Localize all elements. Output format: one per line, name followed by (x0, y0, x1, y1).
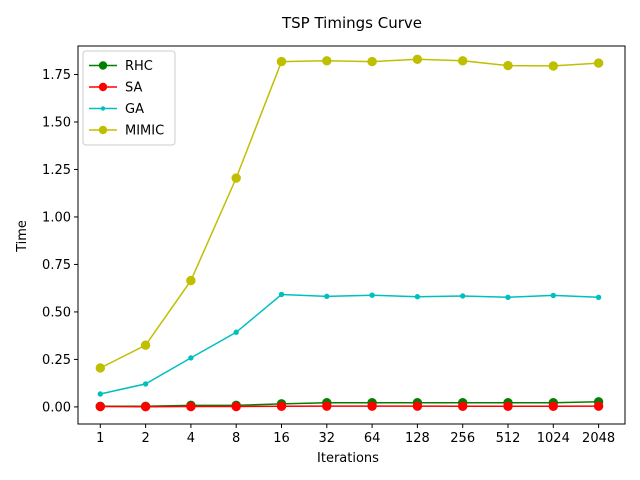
data-point-sa (322, 401, 332, 411)
data-point-ga (550, 292, 556, 299)
data-point-ga (188, 355, 194, 361)
data-point-mimic (503, 60, 513, 71)
y-axis: 0.00 0.25 0.50 0.75 1.00 1.25 1.50 1.75 (42, 68, 78, 415)
data-point-mimic (593, 58, 604, 68)
legend-swatch-marker (100, 106, 106, 111)
data-point-sa (458, 401, 468, 412)
data-point-ga (460, 293, 466, 299)
data-point-sa (186, 401, 196, 412)
y-tick-label: 1.75 (42, 68, 71, 83)
data-point-sa (412, 401, 423, 411)
x-tick-label: 4 (187, 431, 195, 446)
data-point-mimic (367, 56, 377, 67)
legend-swatch-marker (98, 61, 108, 70)
data-point-sa (276, 401, 287, 412)
plot-area (95, 54, 604, 412)
data-point-ga (369, 292, 375, 298)
data-point-mimic (231, 173, 241, 183)
data-point-ga (233, 329, 239, 335)
data-point-ga (414, 294, 421, 300)
y-tick-label: 1.25 (42, 163, 71, 178)
legend-label-sa: SA (125, 81, 142, 96)
plot-frame (77, 45, 626, 425)
legend: RHC SA GA MIMIC (82, 50, 176, 146)
data-point-ga (97, 391, 104, 397)
y-tick-label: 0.75 (42, 258, 71, 273)
data-point-mimic (412, 54, 423, 64)
chart-title: TSP Timings Curve (281, 14, 422, 32)
data-point-mimic (186, 275, 196, 286)
y-axis-label: Time (15, 220, 30, 253)
data-point-ga (142, 381, 149, 387)
data-point-mimic (458, 56, 468, 66)
legend-label-ga: GA (125, 102, 144, 117)
x-axis: 1 2 4 8 16 32 64 128 256 512 1024 2048 (96, 424, 615, 446)
data-point-sa (503, 401, 513, 412)
data-point-ga (324, 293, 330, 300)
series-line-sa (100, 405, 599, 408)
x-tick-label: 32 (319, 431, 336, 446)
legend-label-mimic: MIMIC (125, 124, 164, 139)
legend-label-rhc: RHC (125, 59, 153, 74)
series-line-rhc (100, 401, 599, 408)
data-point-mimic (140, 340, 151, 350)
data-point-sa (140, 402, 151, 412)
x-tick-label: 16 (273, 431, 290, 446)
data-point-sa (367, 401, 377, 411)
data-point-ga (505, 294, 511, 301)
series-line-ga (100, 293, 599, 395)
data-point-ga (278, 291, 285, 298)
data-point-mimic (95, 363, 106, 373)
data-point-sa (231, 401, 241, 412)
x-tick-label: 128 (405, 431, 430, 446)
y-tick-label: 1.00 (42, 210, 71, 225)
y-tick-label: 0.00 (42, 400, 71, 415)
x-tick-label: 256 (450, 431, 475, 446)
data-point-ga (595, 294, 602, 301)
data-point-mimic (548, 61, 558, 71)
x-tick-label: 2 (141, 431, 149, 446)
x-tick-label: 64 (364, 431, 381, 446)
y-tick-label: 1.50 (42, 115, 71, 130)
legend-swatch-marker (98, 82, 108, 92)
data-point-sa (548, 401, 558, 412)
y-tick-label: 0.25 (42, 353, 71, 368)
legend-swatch-marker (98, 125, 108, 135)
x-tick-label: 8 (232, 431, 240, 446)
x-axis-label: Iterations (317, 451, 379, 466)
data-point-sa (95, 401, 106, 412)
x-tick-label: 1 (96, 431, 104, 446)
legend-box (82, 50, 176, 146)
series-line-mimic (99, 58, 599, 369)
x-tick-label: 2048 (582, 431, 615, 446)
data-point-sa (593, 401, 604, 411)
data-point-mimic (276, 56, 287, 67)
x-tick-label: 1024 (537, 431, 570, 446)
data-point-mimic (322, 56, 332, 66)
y-tick-label: 0.50 (42, 305, 71, 320)
x-tick-label: 512 (496, 431, 521, 446)
